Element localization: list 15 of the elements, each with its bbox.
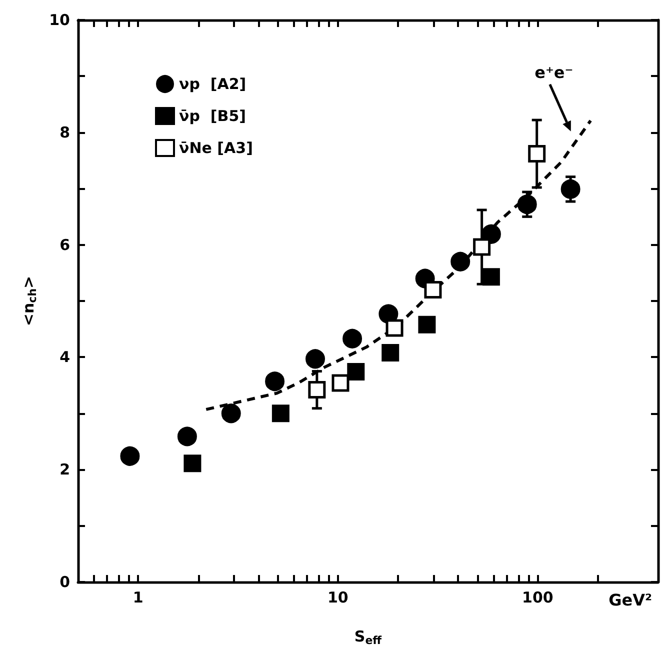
x-tick-label: 10 [327,588,348,606]
y-tick-label: 4 [60,348,70,366]
x-tick-label: 100 [522,588,554,606]
x-tick-label: 1 [132,588,144,606]
legend-label: νp [A2] [179,75,246,93]
y-tick-label: 2 [60,460,70,479]
legend-label: ν̄p [B5] [179,107,246,125]
y-tick-label: 8 [60,123,70,142]
y-tick-label: 6 [60,236,70,254]
y-tick-label: 0 [60,573,70,591]
legend-label: ν̄Ne [A3] [179,139,253,157]
y-axis-title: <nch> [20,276,40,326]
text: GeV² [608,590,652,610]
y-tick-label: 10 [49,11,70,29]
annotation: e⁺e⁻ [534,62,574,82]
